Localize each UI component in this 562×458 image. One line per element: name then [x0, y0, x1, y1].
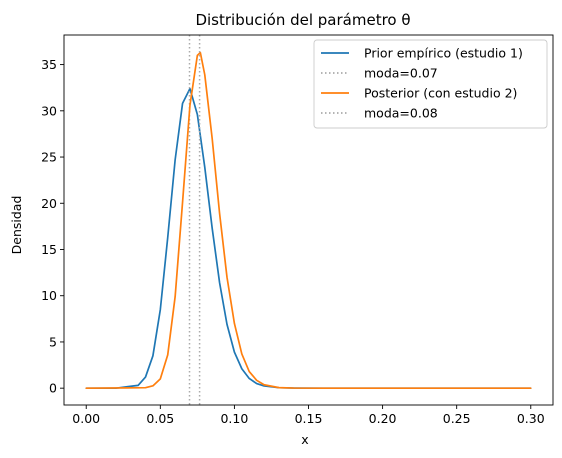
y-tick-label: 30: [41, 103, 57, 118]
legend-entry: Prior empírico (estudio 1): [364, 46, 523, 61]
series-line-2: [85, 51, 532, 390]
x-tick-label: 0.05: [146, 411, 174, 426]
x-tick-label: 0.30: [517, 411, 545, 426]
y-tick-label: 35: [41, 57, 57, 72]
legend: Prior empírico (estudio 1) moda=0.07 Poste…: [313, 39, 548, 129]
y-axis-label: Densidad: [9, 196, 24, 255]
y-tick-label: 10: [41, 288, 57, 303]
chart-title: Distribución del parámetro θ: [195, 11, 410, 29]
x-axis-label: x: [301, 432, 308, 447]
y-tick-label: 0: [49, 381, 57, 396]
x-tick-label: 0.15: [295, 411, 323, 426]
y-tick-label: 15: [41, 242, 57, 257]
series-line-0: [85, 87, 532, 390]
x-tick-label: 0.20: [369, 411, 397, 426]
y-tick-label: 20: [41, 196, 57, 211]
legend-box: [313, 39, 548, 129]
x-tick-label: 0.00: [72, 411, 100, 426]
axis-ticks: 0.00 0.05 0.10 0.15 0.20 0.25 0.30 0 5 10 15 20 25 30…: [41, 57, 545, 426]
y-tick-label: 25: [41, 150, 57, 165]
legend-entry: Posterior (con estudio 2): [364, 86, 517, 101]
y-tick-label: 5: [49, 334, 57, 349]
legend-entry: moda=0.07: [364, 66, 438, 81]
legend-entry: moda=0.08: [364, 106, 438, 121]
x-tick-label: 0.10: [220, 411, 248, 426]
x-tick-label: 0.25: [443, 411, 471, 426]
